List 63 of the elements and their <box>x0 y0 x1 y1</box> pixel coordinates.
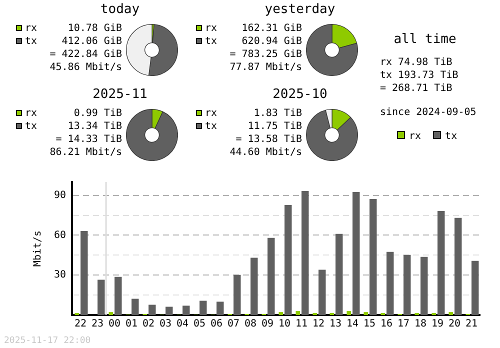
x-tick-label: 02 <box>142 318 155 330</box>
text: = 783.25 GiB <box>230 48 302 61</box>
chart-title: yesterday <box>264 2 336 17</box>
x-tick-label: 11 <box>295 318 308 330</box>
chart-title: today <box>99 2 141 17</box>
x-tick-label: 18 <box>414 318 427 330</box>
legend-label: rx <box>205 23 218 34</box>
y-tick-label: 30 <box>54 270 66 281</box>
chart-title: 2025-11 <box>92 87 148 102</box>
x-tick-label: 08 <box>244 318 257 330</box>
x-tick-label: 03 <box>160 318 172 330</box>
y-axis-title: Mbit/s <box>32 230 44 267</box>
text: = 268.71 TiB <box>380 82 452 95</box>
data-label: 13.34 TiB <box>66 120 122 133</box>
data-label: 11.75 TiB <box>246 120 302 133</box>
data-label: 0.99 TiB <box>72 107 122 120</box>
legend-label: tx <box>445 131 458 142</box>
x-tick-label: 09 <box>262 318 274 330</box>
legend-label: rx <box>205 108 218 119</box>
data-label: 162.31 GiB <box>240 22 302 35</box>
data-label: 10.78 GiB <box>66 22 122 35</box>
legend-label: tx <box>205 36 218 47</box>
text: = 422.84 GiB <box>50 48 122 61</box>
x-tick-label: 10 <box>278 318 291 330</box>
x-tick-label: 16 <box>380 318 393 330</box>
legend-label: rx <box>25 108 38 119</box>
x-tick-label: 19 <box>431 318 444 330</box>
text: 77.87 Mbit/s <box>230 61 302 74</box>
x-tick-label: 23 <box>92 318 104 330</box>
text: = 13.58 TiB <box>236 133 302 146</box>
legend-label: rx <box>25 23 38 34</box>
x-tick-label: 01 <box>126 318 138 330</box>
x-tick-label: 21 <box>465 318 478 330</box>
text: = 14.33 TiB <box>56 133 122 146</box>
legend-label: tx <box>25 121 38 132</box>
x-tick-label: 04 <box>176 318 189 330</box>
text: 45.86 Mbit/s <box>50 61 122 74</box>
data-label: 620.94 GiB <box>240 35 302 48</box>
x-tick-label: 20 <box>448 318 461 330</box>
chart-title: 2025-10 <box>272 87 328 102</box>
text: tx 193.73 TiB <box>380 69 458 82</box>
x-tick-label: 12 <box>312 318 325 330</box>
legend-label: tx <box>25 36 38 47</box>
x-tick-label: 17 <box>397 318 410 330</box>
x-tick-label: 06 <box>210 318 223 330</box>
text: 86.21 Mbit/s <box>50 146 122 159</box>
x-tick-label: 07 <box>228 318 240 330</box>
legend-label: rx <box>409 131 422 142</box>
text: 44.60 Mbit/s <box>230 146 302 159</box>
x-tick-label: 05 <box>194 318 206 330</box>
x-tick-label: 22 <box>74 318 87 330</box>
x-tick-label: 15 <box>363 318 376 330</box>
text: rx 74.98 TiB <box>380 56 452 69</box>
data-label: 412.06 GiB <box>60 35 122 48</box>
x-tick-label: 14 <box>346 318 359 330</box>
text: since 2024-09-05 <box>380 106 476 119</box>
data-label: 1.83 TiB <box>252 107 302 120</box>
y-tick-label: 60 <box>54 230 66 241</box>
x-tick-label: 00 <box>108 318 121 330</box>
text: all time <box>392 32 458 47</box>
x-tick-label: 13 <box>329 318 342 330</box>
y-tick-label: 90 <box>54 190 66 201</box>
legend-label: tx <box>205 121 218 132</box>
